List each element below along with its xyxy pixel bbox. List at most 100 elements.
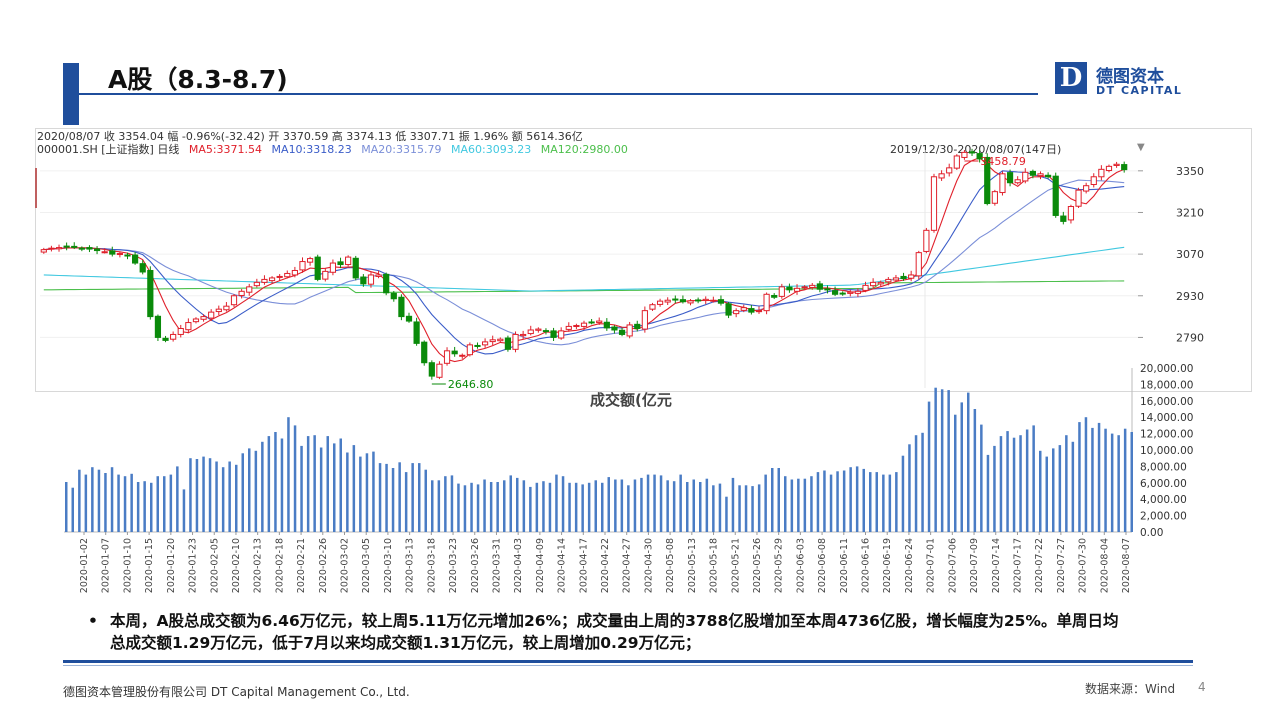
volume-bar bbox=[1071, 441, 1075, 532]
candle-body bbox=[656, 300, 664, 305]
candle bbox=[345, 255, 352, 267]
candle-body bbox=[215, 308, 222, 313]
volume-bar bbox=[339, 438, 342, 532]
candle bbox=[436, 361, 443, 380]
candle-body bbox=[999, 173, 1006, 194]
candle bbox=[192, 317, 200, 324]
y-tick-label: 14,000.00 bbox=[1140, 412, 1193, 424]
candle-body bbox=[839, 292, 846, 295]
candle-body bbox=[238, 290, 245, 296]
candle bbox=[679, 295, 687, 304]
x-tick-label: 2020-02-18 bbox=[274, 538, 285, 593]
x-tick-label: 2020-04-27 bbox=[622, 538, 633, 593]
candle-body bbox=[352, 257, 359, 279]
volume-bar-chart: 0.00 2,000.00 4,000.00 6,000.00 8,000.00 10,0… bbox=[64, 363, 1193, 593]
title-accent-bar bbox=[63, 63, 79, 125]
candle bbox=[1029, 169, 1036, 179]
candle bbox=[854, 288, 862, 297]
volume-bar bbox=[1032, 425, 1035, 532]
footer-rule bbox=[63, 660, 1193, 663]
candle bbox=[48, 245, 55, 252]
candle-body bbox=[900, 275, 907, 280]
candle bbox=[930, 173, 938, 233]
volume-bar bbox=[947, 390, 950, 532]
candle bbox=[55, 244, 63, 252]
candle bbox=[352, 255, 359, 281]
candle-body bbox=[1067, 206, 1075, 221]
candle bbox=[961, 150, 968, 160]
candle-body bbox=[78, 247, 85, 250]
candle bbox=[405, 312, 413, 323]
volume-bar bbox=[986, 454, 990, 532]
candle-body bbox=[1121, 164, 1128, 171]
candle-body bbox=[489, 339, 496, 343]
candle bbox=[238, 288, 245, 299]
candle-body bbox=[1052, 175, 1059, 216]
symbol-label: 000001.SH [上证指数] 日线 bbox=[37, 143, 180, 156]
volume-bar bbox=[934, 387, 937, 532]
ma20-label: MA20:3315.79 bbox=[361, 143, 442, 156]
candle bbox=[276, 274, 283, 281]
volume-bar bbox=[672, 481, 676, 532]
candle bbox=[892, 274, 900, 282]
candle bbox=[443, 347, 451, 366]
volume-bar bbox=[594, 480, 597, 532]
volume-bar bbox=[228, 461, 231, 532]
candle bbox=[86, 245, 93, 253]
candle bbox=[139, 260, 146, 275]
volume-bar bbox=[411, 463, 414, 532]
ma5-line bbox=[43, 156, 1125, 363]
candle-body bbox=[801, 286, 808, 289]
candle-body bbox=[862, 284, 869, 291]
candle-body bbox=[109, 250, 116, 255]
volume-bar bbox=[862, 468, 865, 532]
candle-body bbox=[451, 350, 458, 355]
x-tick-label: 2020-07-30 bbox=[1078, 538, 1089, 593]
candle bbox=[847, 289, 854, 297]
volume-bar bbox=[78, 469, 81, 532]
ma10-line bbox=[43, 170, 1125, 355]
candle-body bbox=[588, 321, 595, 324]
volume-bar bbox=[254, 450, 258, 532]
ma10-label: MA10:3318.23 bbox=[271, 143, 352, 156]
candle bbox=[383, 272, 390, 296]
volume-bar bbox=[208, 458, 212, 532]
volume-bar bbox=[418, 463, 421, 532]
candle bbox=[322, 268, 329, 282]
candle bbox=[641, 306, 648, 333]
x-tick-label: 2020-04-03 bbox=[513, 538, 524, 593]
candle bbox=[900, 272, 907, 281]
volume-bar bbox=[457, 483, 460, 532]
volume-bar bbox=[176, 466, 179, 532]
x-tick-label: 2020-03-23 bbox=[448, 538, 459, 593]
candle bbox=[717, 295, 725, 306]
candle bbox=[489, 335, 496, 346]
candle bbox=[1052, 172, 1059, 218]
volume-bar bbox=[574, 482, 578, 532]
candle-body bbox=[132, 254, 139, 264]
candle-body bbox=[154, 315, 162, 338]
candle bbox=[474, 342, 481, 349]
candle bbox=[512, 331, 519, 353]
volume-bar bbox=[319, 447, 323, 532]
x-tick-label: 2020-02-21 bbox=[296, 538, 307, 593]
candle-body bbox=[664, 299, 671, 303]
y-tick-label: 2,000.00 bbox=[1140, 511, 1187, 523]
volume-bar bbox=[65, 482, 68, 532]
candle-body bbox=[299, 261, 306, 271]
volume-bar bbox=[653, 474, 656, 532]
dropdown-triangle-icon[interactable]: ▼ bbox=[1137, 142, 1145, 153]
volume-bar bbox=[1058, 445, 1062, 532]
x-tick-label: 2020-03-05 bbox=[361, 538, 372, 593]
volume-bar bbox=[888, 474, 892, 532]
x-tick-label: 2020-02-05 bbox=[209, 538, 220, 593]
volume-bar bbox=[705, 478, 709, 532]
volume-bar bbox=[189, 458, 192, 532]
volume-bar bbox=[738, 485, 741, 532]
candle bbox=[1098, 165, 1105, 181]
candle bbox=[839, 291, 846, 296]
candle-body bbox=[162, 337, 169, 341]
volume-bar bbox=[496, 482, 499, 532]
ma60-label: MA60:3093.23 bbox=[450, 143, 532, 156]
candle-body bbox=[246, 286, 253, 293]
